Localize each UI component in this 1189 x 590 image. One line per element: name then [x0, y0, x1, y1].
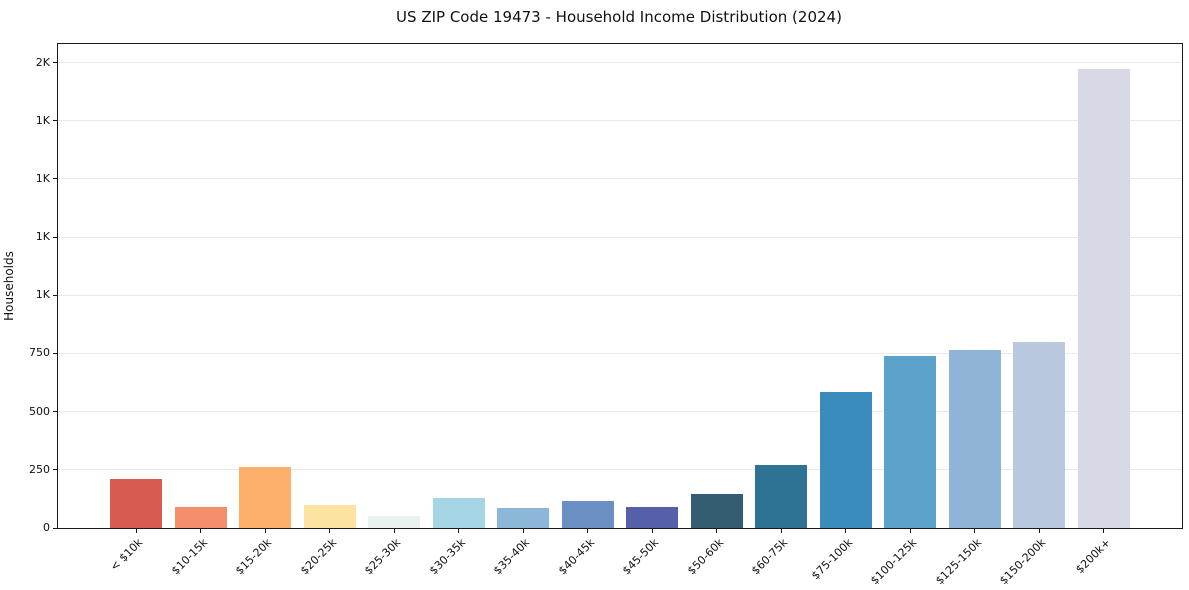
bar: [690, 494, 743, 528]
bar: [626, 507, 679, 528]
bar: [303, 505, 356, 528]
y-tick-label: 500: [29, 404, 50, 418]
x-tick-mark: [909, 528, 911, 533]
gridline: [58, 178, 1182, 180]
chart-title: US ZIP Code 19473 - Household Income Dis…: [396, 8, 842, 26]
x-tick-mark: [1038, 528, 1040, 533]
bar: [1013, 342, 1066, 528]
y-tick-mark: [53, 120, 57, 122]
x-tick-mark: [135, 528, 137, 533]
gridline: [58, 411, 1182, 413]
x-tick-mark: [264, 528, 266, 533]
x-tick-mark: [329, 528, 331, 533]
x-tick-mark: [780, 528, 782, 533]
y-tick-mark: [53, 236, 57, 238]
bar: [948, 350, 1001, 528]
x-tick-mark: [393, 528, 395, 533]
bar: [884, 356, 937, 528]
y-tick-label: 750: [29, 346, 50, 360]
y-tick-label: 1K: [35, 288, 50, 302]
bar: [755, 465, 808, 528]
x-tick-mark: [651, 528, 653, 533]
y-tick-label: 1K: [35, 171, 50, 185]
bar: [1077, 69, 1130, 528]
bar: [432, 497, 485, 528]
y-tick-mark: [53, 469, 57, 471]
y-tick-mark: [53, 352, 57, 354]
x-tick-mark: [974, 528, 976, 533]
x-tick-mark: [845, 528, 847, 533]
y-tick-label: 250: [29, 462, 50, 476]
y-tick-mark: [53, 294, 57, 296]
bar: [110, 478, 162, 528]
y-tick-mark: [53, 62, 57, 64]
y-tick-label: 1K: [35, 113, 50, 127]
y-tick-label: 1K: [35, 230, 50, 244]
plot-area: 0 250 500 750 1K 1K 1K 1K 2K < $10k $10-15k $15-20k…: [29, 43, 1183, 587]
x-tick-mark: [716, 528, 718, 533]
y-tick-mark: [53, 411, 57, 413]
gridline: [58, 236, 1182, 238]
bar: [497, 507, 550, 528]
x-tick-mark: [458, 528, 460, 533]
gridline: [58, 294, 1182, 296]
x-tick-mark: [587, 528, 589, 533]
bar: [561, 501, 614, 528]
y-tick-label: 0: [43, 521, 50, 534]
bar: [174, 507, 227, 528]
x-tick-mark: [1103, 528, 1105, 533]
x-tick-label: < $10k: [107, 536, 146, 574]
y-tick-mark: [53, 527, 57, 529]
gridline: [58, 62, 1182, 64]
y-axis-label: Households: [2, 251, 16, 321]
bar: [819, 391, 872, 528]
bar: [239, 467, 292, 528]
x-tick-mark: [522, 528, 524, 533]
y-tick-label: 2K: [35, 55, 50, 69]
bar: [368, 516, 421, 528]
gridline: [58, 469, 1182, 471]
gridline: [58, 120, 1182, 122]
y-tick-mark: [53, 178, 57, 180]
gridline: [58, 352, 1182, 354]
x-tick-mark: [200, 528, 202, 533]
